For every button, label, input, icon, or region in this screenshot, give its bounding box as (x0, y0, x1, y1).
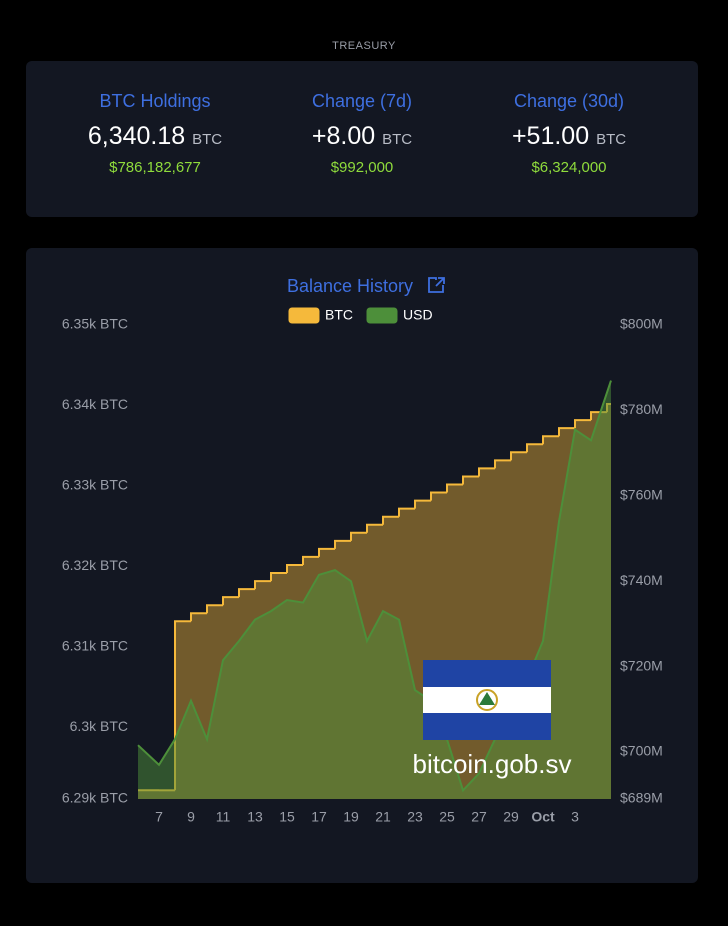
stat-unit: BTC (382, 131, 413, 148)
btc-step-line (398, 507, 415, 517)
y2-tick-label: $720M (620, 657, 663, 673)
btc-step-line (494, 459, 511, 469)
btc-step-line (446, 483, 463, 493)
x-tick-label: 21 (375, 809, 391, 825)
flag-stripe (423, 660, 551, 687)
annotation: bitcoin.gob.sv (413, 749, 572, 779)
stat-usd: $6,324,000 (531, 159, 607, 176)
btc-step-line (510, 451, 527, 461)
y-tick-label: 6.31k BTC (62, 638, 128, 654)
btc-step-line (558, 427, 575, 437)
y-tick-label: 6.35k BTC (62, 316, 128, 332)
x-tick-label: 11 (216, 809, 231, 825)
chart-title[interactable]: Balance History (287, 276, 413, 296)
y2-tick-label: $689M (620, 790, 663, 806)
x-tick-label: 7 (155, 809, 163, 825)
y2-tick-label: $760M (620, 487, 663, 503)
x-tick-label: 19 (343, 809, 359, 825)
stat: Change (7d) +8.00 BTC $992,000 (257, 91, 467, 176)
stat-unit: BTC (596, 131, 627, 148)
y-tick-label: 6.3k BTC (70, 718, 128, 734)
x-tick-label: 29 (503, 809, 519, 825)
legend-item: BTC (288, 307, 353, 324)
stat-label: BTC Holdings (99, 91, 211, 111)
x-tick-label: 3 (571, 809, 579, 825)
legend-label: USD (403, 307, 433, 323)
btc-step-line (542, 435, 559, 445)
y-tick-label: 6.32k BTC (62, 557, 128, 573)
section-title: TREASURY (332, 40, 396, 52)
stat-value: 6,340.18 BTC (50, 122, 260, 151)
stat-value: +8.00 BTC (257, 122, 467, 151)
stat-usd: $992,000 (330, 159, 394, 176)
btc-step-line (350, 531, 367, 541)
stat-unit: BTC (192, 131, 223, 148)
legend-swatch (366, 307, 398, 324)
btc-step-line (526, 443, 543, 453)
x-tick-label: 15 (279, 809, 295, 825)
legend-swatch (288, 307, 320, 324)
x-tick-label: 27 (471, 809, 487, 825)
y2-tick-label: $800M (620, 316, 663, 332)
stat-label: Change (30d) (513, 91, 625, 111)
x-tick-label: 25 (439, 809, 455, 825)
flag-emblem (479, 692, 495, 705)
btc-step-line (574, 419, 591, 429)
btc-step-line (462, 475, 479, 485)
legend-label: BTC (325, 307, 353, 323)
btc-step-line (190, 612, 207, 622)
flag-stripe (423, 713, 551, 740)
flag-emblem (476, 689, 498, 711)
btc-step-line (174, 620, 191, 791)
stats-card: BTC Holdings 6,340.18 BTC $786,182,677 C… (26, 61, 698, 217)
btc-step-line (302, 555, 319, 565)
y2-tick-label: $700M (620, 743, 663, 759)
stat-value: +51.00 BTC (464, 122, 674, 151)
btc-step-line (206, 604, 223, 614)
y-tick-label: 6.33k BTC (62, 477, 128, 493)
y-tick-label: 6.29k BTC (62, 790, 128, 806)
x-tick-label: 17 (311, 809, 327, 825)
btc-step-line (366, 523, 383, 533)
flag (423, 660, 551, 740)
btc-step-line (430, 491, 447, 501)
stat: BTC Holdings 6,340.18 BTC $786,182,677 (50, 91, 260, 176)
stat-usd: $786,182,677 (109, 159, 201, 176)
stat: Change (30d) +51.00 BTC $6,324,000 (464, 91, 674, 176)
btc-step-line (254, 580, 271, 590)
btc-step-line (222, 596, 239, 606)
btc-step-line (334, 539, 351, 549)
y2-tick-label: $740M (620, 572, 663, 588)
btc-step-line (238, 588, 255, 598)
legend-item: USD (366, 307, 433, 324)
x-tick-label: 9 (187, 809, 195, 825)
btc-step-line (478, 467, 495, 477)
btc-step-line (414, 499, 431, 509)
stat-number: 6,340.18 (87, 122, 186, 150)
btc-step-line (286, 563, 303, 574)
x-tick-label: 13 (247, 809, 263, 825)
external-link-icon[interactable] (428, 277, 445, 293)
y2-tick-label: $780M (620, 401, 663, 417)
x-tick-label: Oct (531, 809, 555, 825)
btc-step-line (318, 547, 335, 557)
stat-number: +8.00 (311, 122, 376, 150)
btc-step-line (382, 515, 399, 525)
stat-label: Change (7d) (311, 91, 413, 111)
usd-area (138, 380, 611, 799)
y-tick-label: 6.34k BTC (62, 396, 128, 412)
stat-number: +51.00 (511, 122, 590, 150)
x-tick-label: 23 (407, 809, 423, 825)
btc-step-line (270, 572, 287, 582)
